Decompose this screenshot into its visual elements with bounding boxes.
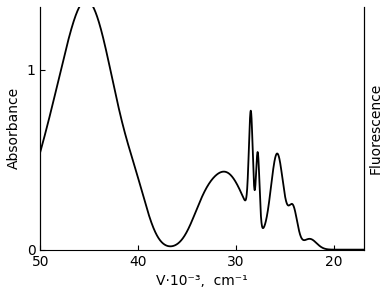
Y-axis label: Fluorescence: Fluorescence [369, 83, 383, 174]
Y-axis label: Absorbance: Absorbance [7, 87, 21, 169]
X-axis label: V·10⁻³,  cm⁻¹: V·10⁻³, cm⁻¹ [156, 274, 248, 288]
